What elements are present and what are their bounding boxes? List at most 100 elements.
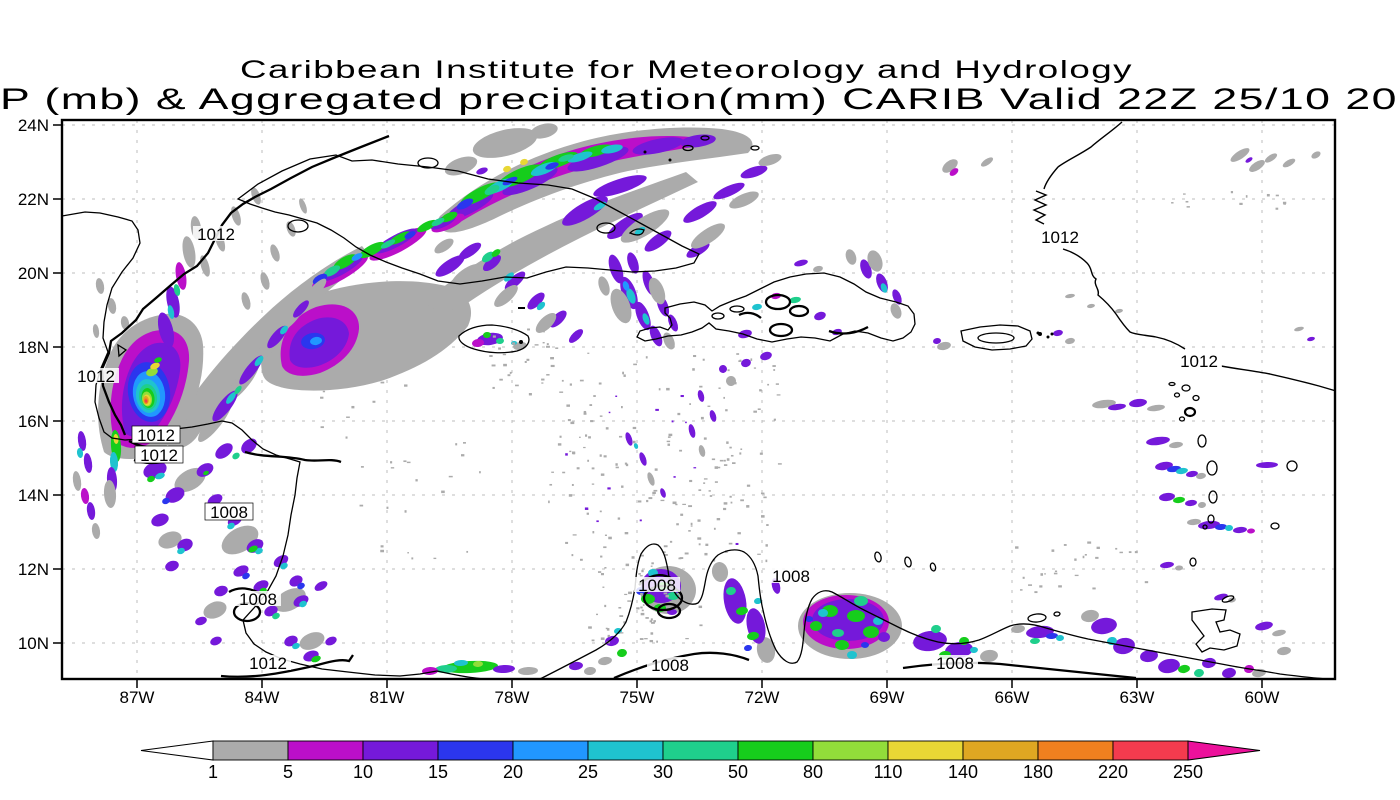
- colorbar-tick-label: 20: [503, 762, 523, 782]
- precip-streak: [359, 241, 385, 259]
- precip-streak: [450, 263, 482, 289]
- precip-speck: [608, 411, 611, 414]
- precip-speck: [640, 554, 644, 557]
- precip-speck: [679, 449, 683, 452]
- precip-streak: [435, 255, 465, 277]
- precip-speck: [640, 593, 643, 596]
- pressure-label-bg: [1176, 353, 1222, 368]
- coastline: [1191, 608, 1241, 653]
- precip-streak: [1282, 158, 1296, 168]
- precip-speck: [503, 363, 507, 367]
- precip-streak: [227, 522, 235, 530]
- precip-streak: [210, 636, 222, 646]
- precip-streak: [120, 316, 130, 330]
- title-line-2: P (mb) & Aggregated precipitation(mm) CA…: [0, 83, 1398, 116]
- precip-speck: [738, 360, 741, 363]
- isobar-1012-atlantic: [1220, 365, 1335, 392]
- pressure-label-bg: [1037, 229, 1083, 244]
- precip-speck: [666, 440, 671, 443]
- precip-streak: [726, 586, 736, 596]
- precip-speck: [599, 454, 602, 457]
- precip-speck: [654, 468, 658, 471]
- precip-speck: [441, 490, 445, 494]
- precip-streak: [931, 624, 941, 634]
- pressure-label-bg: [768, 568, 814, 583]
- lon-tick-label: 72W: [745, 688, 780, 707]
- precip-speck: [463, 442, 466, 444]
- precip-speck: [699, 624, 703, 627]
- precip-streak: [255, 547, 263, 555]
- precip-speck: [605, 427, 609, 430]
- precip-speck: [632, 426, 637, 430]
- precip-streak: [660, 488, 666, 498]
- precip-streak: [434, 238, 454, 254]
- colorbar-tick-label: 250: [1173, 762, 1203, 782]
- island-outline: [1183, 406, 1197, 418]
- precip-streak: [496, 337, 504, 345]
- island-outline: [1221, 595, 1235, 603]
- precip-speck: [729, 495, 732, 498]
- precip-streak: [942, 159, 958, 173]
- precip-streak: [476, 167, 488, 175]
- lon-tick-label: 81W: [370, 688, 405, 707]
- precip-streak: [232, 452, 240, 460]
- colorbar-segment: [1037, 740, 1114, 761]
- precip-streak: [311, 655, 321, 663]
- precip-speck: [633, 363, 638, 366]
- precip-speck: [1040, 573, 1044, 576]
- precip-streak: [109, 452, 119, 472]
- colorbar-tick-label: 1: [208, 762, 218, 782]
- precip-streak: [150, 362, 160, 370]
- precip-speck: [759, 452, 763, 455]
- precip-speck: [676, 523, 679, 526]
- islet-dot: [519, 340, 523, 344]
- precip-streak: [1115, 308, 1123, 314]
- precip-streak: [854, 596, 868, 606]
- precip-streak: [719, 365, 727, 373]
- precip-speck: [765, 559, 768, 563]
- precip-speck: [1063, 544, 1067, 546]
- pressure-label: 1012: [140, 446, 178, 465]
- precip-streak: [280, 325, 288, 335]
- coastline: [628, 228, 645, 236]
- precip-streak: [417, 219, 437, 233]
- coastline: [117, 343, 128, 358]
- precip-speck: [619, 615, 624, 617]
- precip-speck: [775, 383, 779, 385]
- precip-streak: [667, 609, 677, 615]
- precip-speck: [597, 571, 602, 573]
- precip-streak: [293, 300, 309, 318]
- precip-speck: [740, 499, 744, 502]
- precip-speck: [763, 496, 767, 499]
- precip-streak: [473, 660, 483, 668]
- precip-speck: [1051, 549, 1055, 552]
- precip-speck: [1058, 585, 1062, 588]
- precip-speck: [618, 606, 622, 609]
- precip-streak: [504, 271, 526, 291]
- colorbar-segment: [962, 740, 1039, 761]
- precip-speck: [1092, 587, 1096, 590]
- precip-streak: [502, 176, 518, 186]
- precip-speck: [639, 638, 644, 640]
- precip-speck: [637, 500, 642, 503]
- lon-tick-label: 66W: [995, 688, 1030, 707]
- precip-speck: [605, 627, 608, 630]
- precip-speck: [700, 416, 704, 420]
- precip-speck: [716, 518, 721, 521]
- precip-streak: [1245, 157, 1253, 163]
- coastline: [236, 154, 700, 285]
- precip-speck: [1034, 591, 1038, 594]
- pressure-label-box: [131, 425, 181, 444]
- precip-speck: [571, 451, 576, 455]
- pressure-label: 1008: [210, 503, 248, 522]
- precip-speck: [1082, 555, 1085, 559]
- precip-streak: [805, 616, 813, 622]
- colorbar-segment: [812, 740, 889, 761]
- precip-speck: [460, 454, 465, 457]
- colorbar-over-arrow: [1187, 740, 1261, 761]
- precip-speck: [688, 530, 691, 532]
- precip-streak: [1294, 326, 1304, 332]
- precip-speck: [703, 482, 706, 484]
- precip-speck: [677, 592, 681, 595]
